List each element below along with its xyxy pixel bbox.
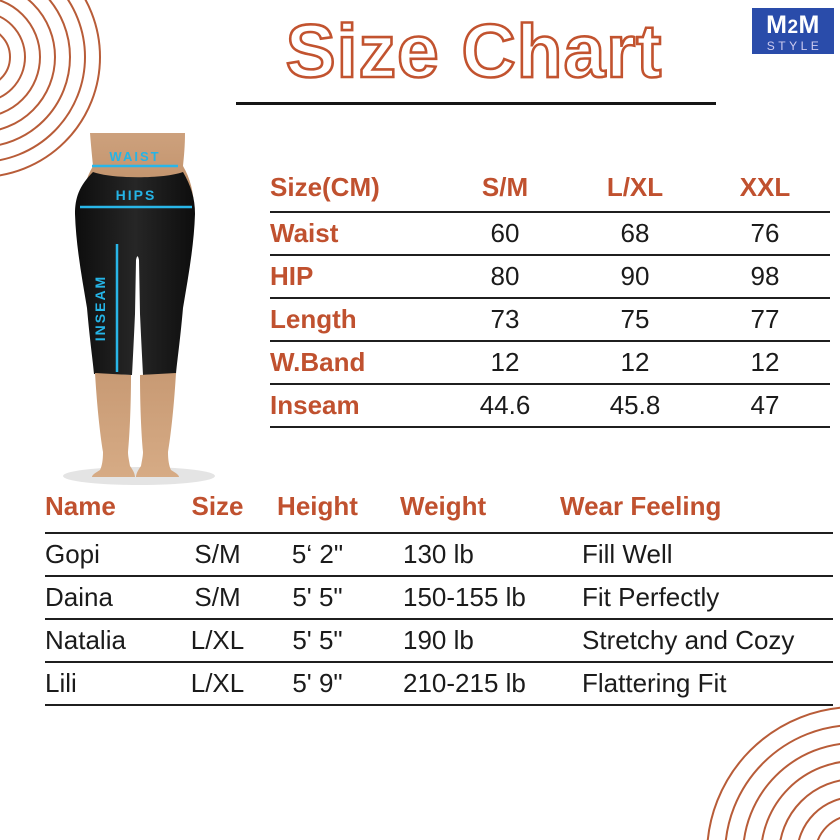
- size-table-header-label: Size(CM): [270, 164, 440, 213]
- leggings-measurement-figure: WAIST HIPS INSEAM: [63, 133, 215, 485]
- fit-col-height: Height: [260, 480, 375, 534]
- size-col-sm: S/M: [440, 164, 570, 213]
- page-title: Size Chart: [284, 8, 663, 95]
- left-lower-leg: [92, 373, 135, 477]
- table-row-hip: HIP 80 90 98: [270, 255, 830, 299]
- fit-table-header-row: Name Size Height Weight Wear Feeling: [45, 480, 833, 534]
- leggings: [75, 172, 195, 375]
- fit-col-weight: Weight: [375, 480, 560, 534]
- model-fit-table: Name Size Height Weight Wear Feeling Gop…: [45, 480, 833, 706]
- table-row-inseam: Inseam 44.6 45.8 47: [270, 384, 830, 428]
- fit-col-name: Name: [45, 480, 175, 534]
- table-row-natalia: Natalia L/XL 5' 5" 190 lb Stretchy and C…: [45, 619, 833, 663]
- table-row-lili: Lili L/XL 5' 9" 210-215 lb Flattering Fi…: [45, 662, 833, 706]
- inseam-label: INSEAM: [92, 275, 108, 341]
- right-lower-leg: [136, 373, 179, 477]
- brand-logo: M2M STYLE: [752, 8, 834, 54]
- table-row-length: Length 73 75 77: [270, 298, 830, 342]
- brand-logo-style: STYLE: [766, 38, 823, 53]
- table-row-gopi: Gopi S/M 5‘ 2" 130 lb Fill Well: [45, 533, 833, 577]
- hips-label: HIPS: [116, 187, 157, 203]
- fit-col-size: Size: [175, 480, 260, 534]
- title-underline: [236, 102, 716, 105]
- size-col-xxl: XXL: [700, 164, 830, 213]
- fit-col-wear-feeling: Wear Feeling: [560, 480, 833, 534]
- table-row-daina: Daina S/M 5' 5" 150-155 lb Fit Perfectly: [45, 576, 833, 620]
- size-col-lxl: L/XL: [570, 164, 700, 213]
- table-row-wband: W.Band 12 12 12: [270, 341, 830, 385]
- size-chart-table: Size(CM) S/M L/XL XXL Waist 60 68 76 HIP…: [270, 164, 830, 428]
- brand-logo-m2m: M2M: [766, 10, 820, 39]
- table-row-waist: Waist 60 68 76: [270, 212, 830, 256]
- waist-label: WAIST: [109, 149, 160, 164]
- size-table-header-row: Size(CM) S/M L/XL XXL: [270, 164, 830, 213]
